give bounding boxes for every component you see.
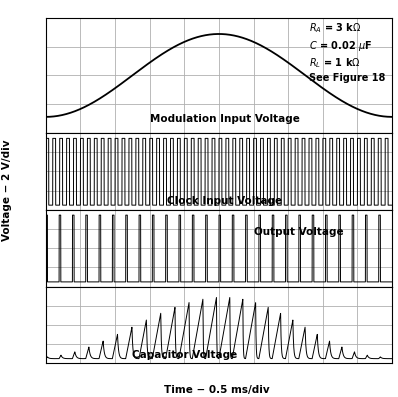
Text: Capacitor Voltage: Capacitor Voltage <box>132 350 238 360</box>
Text: Modulation Input Voltage: Modulation Input Voltage <box>150 114 300 124</box>
Text: Clock Input Voltage: Clock Input Voltage <box>167 196 282 206</box>
Text: Output Voltage: Output Voltage <box>254 227 343 237</box>
Text: Voltage − 2 V/div: Voltage − 2 V/div <box>2 140 12 241</box>
Text: $R_A$ = 3 k$\Omega$
$C$ = 0.02 $\mu$F
$R_L$ = 1 k$\Omega$
See Figure 18: $R_A$ = 3 k$\Omega$ $C$ = 0.02 $\mu$F $R… <box>309 21 385 83</box>
Text: Time − 0.5 ms/div: Time − 0.5 ms/div <box>164 385 270 395</box>
